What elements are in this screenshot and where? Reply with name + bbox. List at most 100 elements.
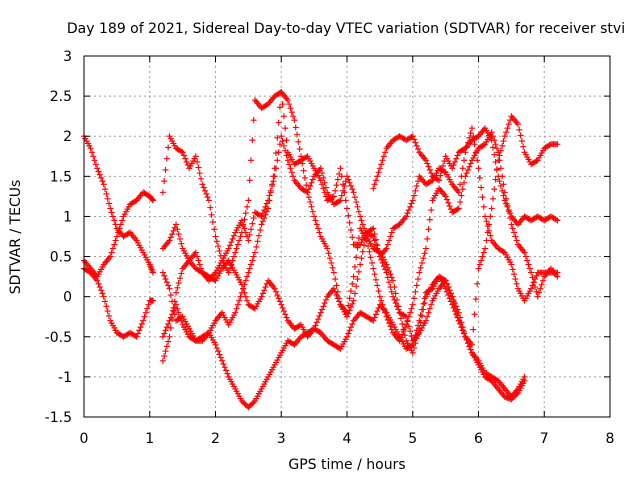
data-point	[511, 229, 518, 236]
data-point	[292, 124, 299, 131]
data-point	[262, 211, 269, 218]
data-point	[226, 242, 233, 249]
data-point	[280, 308, 287, 315]
data-point	[459, 165, 466, 172]
data-point	[500, 138, 507, 145]
data-point	[265, 205, 272, 212]
data-point	[484, 223, 491, 230]
data-point	[104, 195, 111, 202]
data-point	[499, 187, 506, 194]
data-point	[422, 157, 429, 164]
data-point	[371, 237, 378, 244]
data-point	[404, 318, 411, 325]
data-point	[342, 197, 349, 204]
data-point	[378, 297, 385, 304]
data-point	[408, 332, 415, 339]
data-point	[480, 142, 487, 149]
data-point	[174, 305, 181, 312]
data-point	[182, 155, 189, 162]
data-point	[278, 89, 285, 96]
data-point	[194, 158, 201, 165]
x-tick-label: 0	[80, 431, 89, 447]
data-point	[198, 175, 205, 182]
data-point	[322, 193, 329, 200]
data-point	[196, 261, 203, 268]
data-point	[347, 227, 354, 234]
data-point	[345, 176, 352, 183]
data-point	[379, 157, 386, 164]
data-point	[478, 184, 485, 191]
data-point	[333, 282, 340, 289]
data-point	[501, 133, 508, 140]
data-point	[411, 295, 418, 302]
data-point	[372, 311, 379, 318]
data-point	[425, 163, 432, 170]
data-point	[112, 237, 119, 244]
data-point	[108, 249, 115, 256]
data-point	[163, 324, 170, 331]
data-marks	[81, 89, 561, 411]
x-tick-label: 8	[606, 431, 615, 447]
data-point	[346, 219, 353, 226]
data-point	[333, 292, 340, 299]
data-point	[538, 281, 545, 288]
data-point	[462, 173, 469, 180]
data-point	[159, 333, 166, 340]
data-point	[244, 273, 251, 280]
data-point	[537, 285, 544, 292]
data-point	[241, 400, 248, 407]
data-point	[167, 324, 174, 331]
data-point	[372, 177, 379, 184]
data-point	[224, 370, 231, 377]
data-point	[384, 316, 391, 323]
data-point	[274, 157, 281, 164]
data-point	[137, 324, 144, 331]
data-point	[278, 301, 285, 308]
data-point	[215, 348, 222, 355]
data-point	[482, 213, 489, 220]
data-point	[294, 131, 301, 138]
data-point	[345, 302, 352, 309]
data-point	[526, 265, 533, 272]
data-point	[276, 89, 283, 96]
data-point	[422, 317, 429, 324]
data-point	[387, 233, 394, 240]
data-point	[446, 287, 453, 294]
data-point	[546, 142, 553, 149]
data-point	[238, 397, 245, 404]
data-point	[192, 249, 199, 256]
y-tick-label: -1	[58, 370, 72, 386]
data-point	[479, 253, 486, 260]
data-point	[533, 158, 540, 165]
data-point	[328, 259, 335, 266]
data-point	[401, 324, 408, 331]
y-tick-label: -1.5	[45, 410, 72, 426]
data-point	[391, 296, 398, 303]
data-point	[428, 178, 435, 185]
data-point	[216, 247, 223, 254]
data-point	[125, 230, 132, 237]
data-point	[332, 288, 339, 295]
data-point	[411, 192, 418, 199]
data-point	[554, 217, 561, 224]
data-point	[428, 170, 435, 177]
data-point	[99, 290, 106, 297]
data-point	[178, 270, 185, 277]
data-point	[386, 320, 393, 327]
data-point	[428, 207, 435, 214]
data-point	[378, 256, 385, 263]
data-point	[225, 269, 232, 276]
data-point	[401, 312, 408, 319]
data-point	[216, 351, 223, 358]
data-point	[237, 233, 244, 240]
data-point	[165, 144, 172, 151]
data-point	[462, 333, 469, 340]
data-point	[376, 165, 383, 172]
data-point	[337, 197, 344, 204]
data-point	[246, 231, 253, 238]
data-point	[459, 327, 466, 334]
data-point	[309, 176, 316, 183]
data-point	[378, 161, 385, 168]
data-point	[496, 178, 503, 185]
data-point	[370, 265, 377, 272]
